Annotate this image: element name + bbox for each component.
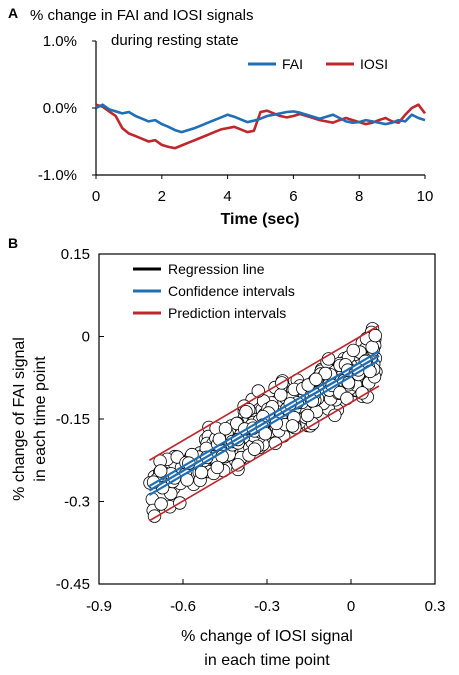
panel-b-x-tick-label: -0.6 <box>170 598 196 615</box>
panel-a-x-tick-label: 2 <box>158 188 166 205</box>
scatter-point <box>154 497 168 511</box>
panel-a-x-tick-label: 0 <box>92 188 100 205</box>
scatter-point <box>251 384 265 398</box>
panel-a-x-axis-label: Time (sec) <box>221 211 300 228</box>
scatter-point <box>153 464 168 478</box>
panel-b-letter: B <box>8 235 18 251</box>
panel-b-points <box>143 322 383 523</box>
legend-label: Regression line <box>168 261 265 277</box>
panel-a-subtitle: during resting state <box>111 32 239 49</box>
panel-b-y-tick-label: -0.3 <box>64 494 90 511</box>
panel-b-y-tick-label: -0.15 <box>56 411 90 428</box>
panel-a-series <box>95 103 427 150</box>
confidence-interval-upper <box>148 350 380 488</box>
panel-b-y-tick-label: -0.45 <box>56 576 90 593</box>
scatter-point <box>274 388 288 402</box>
scatter-point <box>300 408 315 423</box>
legend-label-fai: FAI <box>282 56 303 72</box>
panel-b-y-tick-label: 0 <box>82 329 90 346</box>
scatter-point <box>194 465 209 480</box>
panel-b-y-axis-label-line-1: % change of FAI signal <box>11 337 28 501</box>
panel-a-x-tick-label: 8 <box>355 188 363 205</box>
legend-label: Confidence intervals <box>168 283 295 299</box>
panel-b-lines <box>148 324 380 522</box>
scatter-point <box>210 460 225 475</box>
panel-a-x-tick-label: 4 <box>223 188 231 205</box>
scatter-point <box>368 328 383 343</box>
panel-b-y-tick-label: 0.15 <box>61 246 90 263</box>
scatter-point <box>309 372 323 387</box>
panel-b-x-tick-labels: -0.9 -0.6 -0.3 0 0.3 <box>86 598 445 615</box>
regression-line <box>148 354 380 492</box>
panel-b-x-tick-label: 0.3 <box>425 598 446 615</box>
prediction-interval-upper <box>148 324 380 461</box>
scatter-point <box>247 442 262 456</box>
panel-b-x-axis-label-line-2: in each time point <box>204 652 330 669</box>
scatter-point <box>285 419 300 433</box>
panel-a-y-tick-label: 1.0% <box>43 33 77 50</box>
panel-a: A % change in FAI and IOSI signals durin… <box>8 5 433 228</box>
scatter-point <box>212 432 227 447</box>
panel-b-y-axis-label-line-2: in each time point <box>32 356 49 482</box>
scatter-point <box>239 405 253 419</box>
panel-b: B 0.15 0 -0.15 -0.3 -0.45 -0.9 -0.6 -0.3 0 0.3 R… <box>8 235 445 669</box>
panel-a-x-tick-label: 10 <box>417 188 434 205</box>
scatter-point <box>346 343 361 358</box>
panel-b-x-tick-label: -0.3 <box>254 598 280 615</box>
series-line-iosi <box>95 103 427 150</box>
legend-label-iosi: IOSI <box>360 56 388 72</box>
panel-b-x-tick-label: 0 <box>347 598 355 615</box>
panel-a-x-tick-label: 6 <box>289 188 297 205</box>
panel-a-y-tick-labels: 1.0% 0.0% -1.0% <box>38 33 77 184</box>
series-line-fai <box>95 103 426 134</box>
panel-b-x-axis-label-line-1: % change of IOSI signal <box>181 628 353 645</box>
panel-b-x-tick-label: -0.9 <box>86 598 112 615</box>
legend-label: Prediction intervals <box>168 305 286 321</box>
panel-b-ticks <box>98 253 436 585</box>
panel-a-legend: FAI IOSI <box>248 56 388 72</box>
panel-a-y-tick-label: 0.0% <box>43 100 77 117</box>
panel-a-title: % change in FAI and IOSI signals <box>30 7 253 24</box>
prediction-interval-lower <box>148 385 380 522</box>
confidence-interval-lower <box>148 359 380 496</box>
panel-b-legend: Regression line Confidence intervals Predi… <box>133 261 295 321</box>
scatter-point <box>218 422 233 436</box>
panel-a-x-tick-labels: 0 2 4 6 8 10 <box>92 188 434 205</box>
panel-a-y-tick-label: -1.0% <box>38 167 77 184</box>
panel-b-y-tick-labels: 0.15 0 -0.15 -0.3 -0.45 <box>56 246 90 593</box>
panel-a-letter: A <box>8 5 18 21</box>
